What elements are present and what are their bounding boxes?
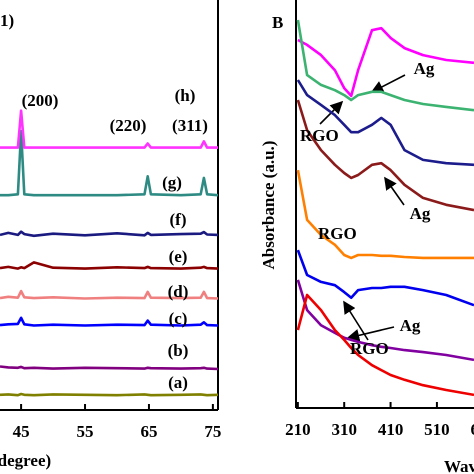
series-line <box>0 129 218 197</box>
arrow <box>384 176 405 206</box>
series-label: (h) <box>175 86 196 105</box>
arrow <box>343 300 369 341</box>
x-tick-label: 510 <box>424 420 450 439</box>
series-line <box>0 392 218 397</box>
x-tick-label: 610 <box>471 420 474 439</box>
annotation: Ag <box>410 204 431 223</box>
x-axis-label: (degree) <box>0 451 51 470</box>
series-line <box>0 289 218 300</box>
x-tick-label: 410 <box>378 420 404 439</box>
series-line <box>297 26 474 98</box>
plot-area <box>0 109 218 397</box>
annotation: Ag <box>400 316 421 335</box>
series-line <box>0 365 218 371</box>
series-line <box>296 293 474 397</box>
series-line <box>296 99 474 212</box>
panel-label: B <box>272 13 283 32</box>
y-axis-label: Absorbance (a.u.) <box>259 141 278 270</box>
series-line <box>0 316 218 327</box>
series-line <box>0 261 218 270</box>
series-line <box>296 19 474 112</box>
x-tick-label: 65 <box>140 422 157 441</box>
arrow <box>370 74 406 93</box>
series-label: (a) <box>168 373 188 392</box>
series-line <box>296 249 474 307</box>
x-tick-label: 45 <box>13 422 30 441</box>
annotation: RGO <box>350 339 389 358</box>
series-line <box>296 79 474 167</box>
series-label: (e) <box>169 247 188 266</box>
series-label: (g) <box>162 173 182 192</box>
x-axis-label: Wav <box>444 457 474 474</box>
annotation: RGO <box>318 224 357 243</box>
x-tick-label: 310 <box>331 420 357 439</box>
series-label: (c) <box>169 309 188 328</box>
series-line <box>296 279 474 362</box>
x-tick-label: 75 <box>204 422 221 441</box>
arrow <box>346 326 395 342</box>
series-line <box>296 169 474 260</box>
series-label: (d) <box>168 282 189 301</box>
x-tick-label: 210 <box>285 420 311 439</box>
series-label: (b) <box>168 341 189 360</box>
plot-area <box>296 19 474 397</box>
annotation: (200) <box>22 91 59 110</box>
annotation: Ag <box>414 59 435 78</box>
annotation: RGO <box>300 126 339 145</box>
series-label: (f) <box>170 210 187 229</box>
annotation: (220) <box>110 116 147 135</box>
panel-label: 1) <box>0 11 14 30</box>
series-line <box>0 109 218 149</box>
x-tick-label: 55 <box>77 422 94 441</box>
annotation: (311) <box>172 116 208 135</box>
series-line <box>0 230 218 238</box>
